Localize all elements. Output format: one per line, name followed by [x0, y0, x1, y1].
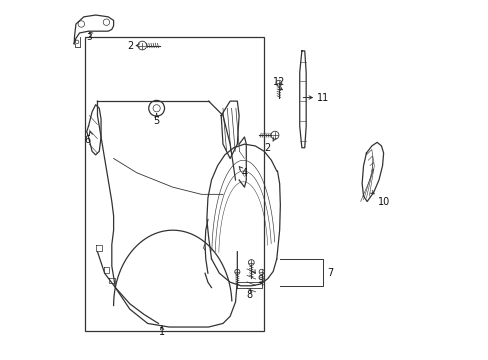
Text: 9: 9 [257, 275, 263, 285]
Text: 2: 2 [127, 41, 134, 50]
Text: 8: 8 [246, 291, 252, 301]
Text: 12: 12 [272, 77, 285, 87]
Text: 2: 2 [264, 143, 270, 153]
Text: 4: 4 [241, 168, 247, 178]
Text: 11: 11 [316, 93, 328, 103]
Text: 5: 5 [153, 116, 160, 126]
Text: 10: 10 [377, 197, 390, 207]
Text: 6: 6 [84, 135, 91, 145]
Bar [85, 37, 264, 330]
Text: 1: 1 [159, 327, 165, 337]
Text: 7: 7 [327, 267, 333, 278]
Text: 3: 3 [86, 33, 92, 42]
